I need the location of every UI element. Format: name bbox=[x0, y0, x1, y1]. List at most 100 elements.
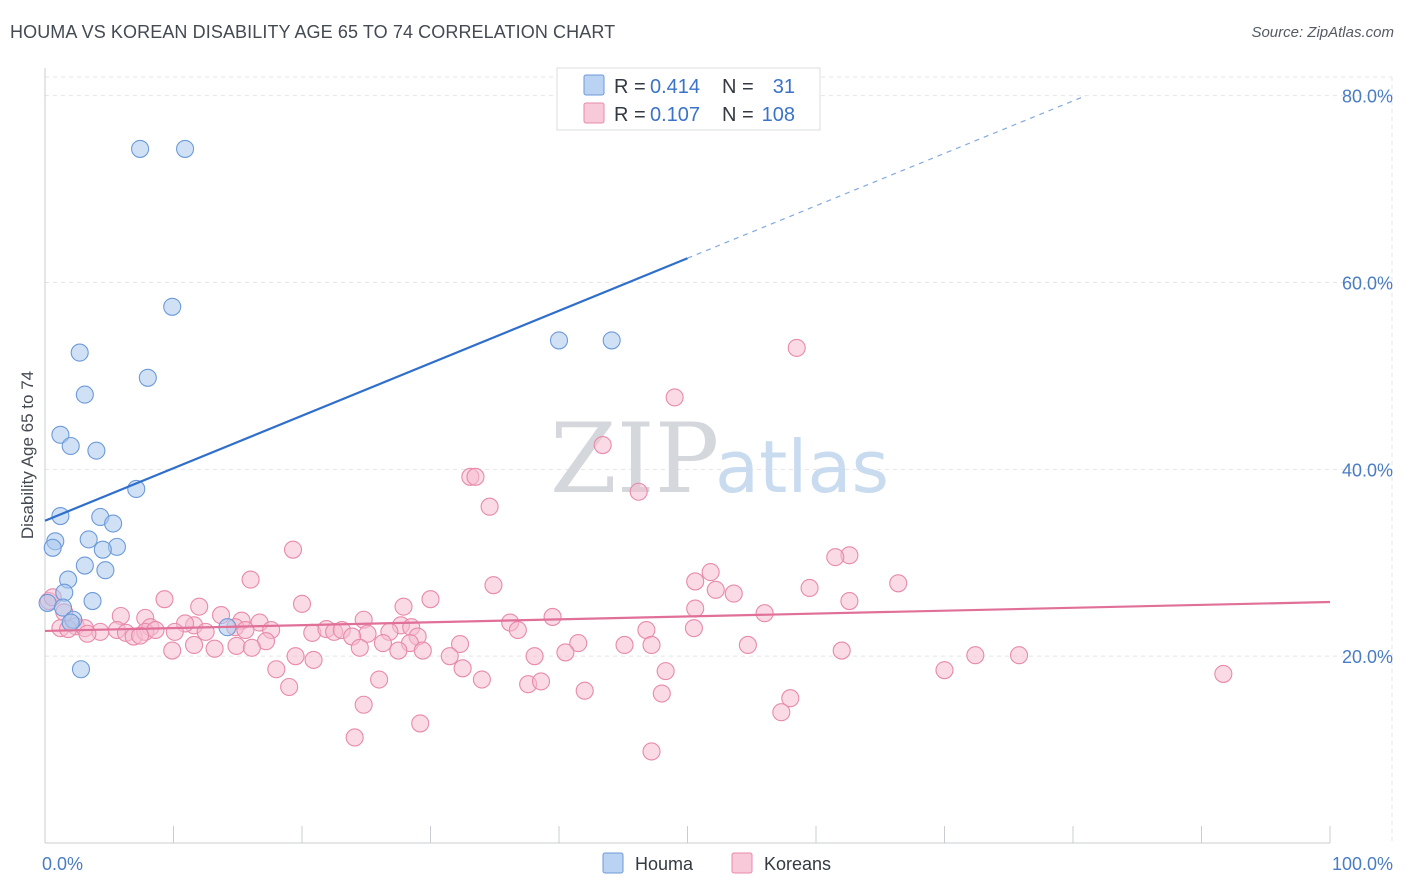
point-koreans-49 bbox=[146, 620, 165, 640]
point-koreans-15 bbox=[724, 584, 743, 603]
point-koreans-83 bbox=[389, 641, 408, 660]
point-koreans-4 bbox=[466, 467, 485, 486]
point-koreans-53 bbox=[236, 620, 255, 640]
point-koreans-107 bbox=[354, 695, 373, 714]
point-koreans-81 bbox=[242, 638, 261, 657]
point-koreans-74 bbox=[569, 634, 588, 653]
point-koreans-14 bbox=[706, 580, 725, 599]
watermark-atlas: atlas bbox=[715, 425, 889, 509]
point-koreans-104 bbox=[575, 681, 594, 700]
point-koreans-51 bbox=[196, 622, 215, 641]
y-tick-label-3: 80.0% bbox=[1342, 87, 1393, 107]
point-koreans-80 bbox=[227, 636, 246, 655]
point-koreans-11 bbox=[241, 570, 260, 589]
legend-r-label-1: R = bbox=[614, 104, 646, 126]
point-houma-7 bbox=[61, 436, 80, 456]
source-label: Source: ZipAtlas.com bbox=[1251, 24, 1394, 41]
point-koreans-19 bbox=[421, 590, 440, 609]
legend-swatch-1 bbox=[583, 102, 605, 124]
point-koreans-9 bbox=[826, 548, 845, 567]
point-houma-3 bbox=[70, 343, 89, 362]
point-koreans-76 bbox=[738, 635, 757, 655]
point-koreans-105 bbox=[652, 684, 671, 703]
point-koreans-36 bbox=[543, 607, 562, 626]
point-koreans-106 bbox=[781, 689, 800, 708]
point-koreans-73 bbox=[451, 634, 470, 654]
point-koreans-13 bbox=[686, 572, 705, 591]
bottom-legend-label-1: Koreans bbox=[764, 854, 831, 874]
legend-n-label-1: N = bbox=[722, 104, 754, 126]
point-houma-5 bbox=[75, 385, 94, 404]
tick-labels: 20.0% 40.0% 60.0% 80.0% 0.0% 100.0% bbox=[42, 87, 1393, 874]
point-houma-15 bbox=[43, 538, 62, 557]
point-koreans-63 bbox=[508, 620, 527, 640]
point-houma-17 bbox=[93, 540, 112, 559]
legend-swatch-0 bbox=[583, 74, 605, 96]
chart-title: HOUMA VS KOREAN DISABILITY AGE 65 TO 74 … bbox=[10, 22, 616, 42]
point-koreans-71 bbox=[373, 634, 393, 653]
y-tick-label-1: 40.0% bbox=[1342, 460, 1393, 480]
point-houma-21 bbox=[55, 583, 74, 602]
point-houma-28 bbox=[71, 660, 91, 679]
x-tick-label-0: 0.0% bbox=[42, 854, 83, 874]
point-houma-18 bbox=[75, 556, 94, 575]
point-koreans-95 bbox=[453, 659, 472, 678]
point-koreans-88 bbox=[642, 635, 661, 655]
point-houma-24 bbox=[53, 598, 73, 617]
trend-lines bbox=[44, 95, 1331, 633]
watermark: ZIP atlas bbox=[550, 403, 889, 515]
point-koreans-27 bbox=[840, 592, 859, 611]
point-houma-30 bbox=[602, 331, 621, 350]
bottom-legend-label-0: Houma bbox=[635, 854, 694, 874]
bottom-legend-swatch-0 bbox=[602, 852, 624, 874]
point-koreans-111 bbox=[642, 742, 661, 761]
legend: R = 0.414 N = 31 R = 0.107 N = 108 bbox=[556, 67, 821, 131]
point-koreans-22 bbox=[292, 594, 312, 613]
point-koreans-97 bbox=[935, 661, 954, 680]
point-koreans-109 bbox=[411, 714, 430, 733]
point-koreans-50 bbox=[165, 622, 184, 641]
legend-r-value-1: 0.107 bbox=[650, 104, 700, 126]
point-koreans-75 bbox=[615, 635, 634, 655]
legend-n-value-0: 31 bbox=[773, 76, 795, 98]
legend-r-label-0: R = bbox=[614, 76, 646, 98]
point-houma-6 bbox=[51, 425, 70, 444]
point-koreans-108 bbox=[772, 703, 791, 722]
point-koreans-93 bbox=[1009, 646, 1029, 665]
trend-line-koreans bbox=[44, 600, 1331, 633]
point-koreans-99 bbox=[370, 670, 389, 689]
point-koreans-92 bbox=[966, 646, 985, 665]
point-koreans-24 bbox=[190, 597, 209, 616]
x-tick-label-1: 100.0% bbox=[1332, 854, 1393, 874]
point-koreans-65 bbox=[684, 619, 703, 638]
point-koreans-2 bbox=[593, 436, 612, 455]
y-axis-title: Disability Age 65 to 74 bbox=[18, 371, 37, 539]
point-koreans-84 bbox=[413, 641, 432, 660]
point-koreans-89 bbox=[832, 641, 851, 660]
point-houma-19 bbox=[96, 561, 115, 580]
point-koreans-78 bbox=[185, 635, 204, 655]
point-koreans-79 bbox=[205, 639, 224, 658]
legend-n-value-1: 108 bbox=[762, 104, 795, 126]
point-houma-12 bbox=[104, 514, 123, 533]
point-koreans-98 bbox=[1214, 664, 1233, 683]
point-koreans-17 bbox=[889, 574, 908, 593]
point-koreans-25 bbox=[686, 599, 705, 618]
point-koreans-5 bbox=[629, 482, 648, 501]
point-houma-2 bbox=[163, 297, 182, 316]
point-houma-13 bbox=[79, 530, 98, 549]
point-koreans-6 bbox=[480, 497, 499, 516]
point-koreans-23 bbox=[394, 597, 413, 616]
point-koreans-94 bbox=[267, 660, 286, 679]
point-houma-22 bbox=[83, 592, 102, 611]
bottom-legend: Houma Koreans bbox=[602, 852, 831, 874]
point-koreans-85 bbox=[440, 647, 459, 666]
point-houma-0 bbox=[131, 139, 150, 158]
y-tick-label-2: 60.0% bbox=[1342, 274, 1393, 294]
point-houma-29 bbox=[549, 331, 569, 350]
point-koreans-96 bbox=[656, 662, 675, 681]
point-houma-1 bbox=[176, 139, 195, 158]
point-koreans-102 bbox=[531, 672, 551, 691]
point-houma-26 bbox=[61, 613, 80, 632]
